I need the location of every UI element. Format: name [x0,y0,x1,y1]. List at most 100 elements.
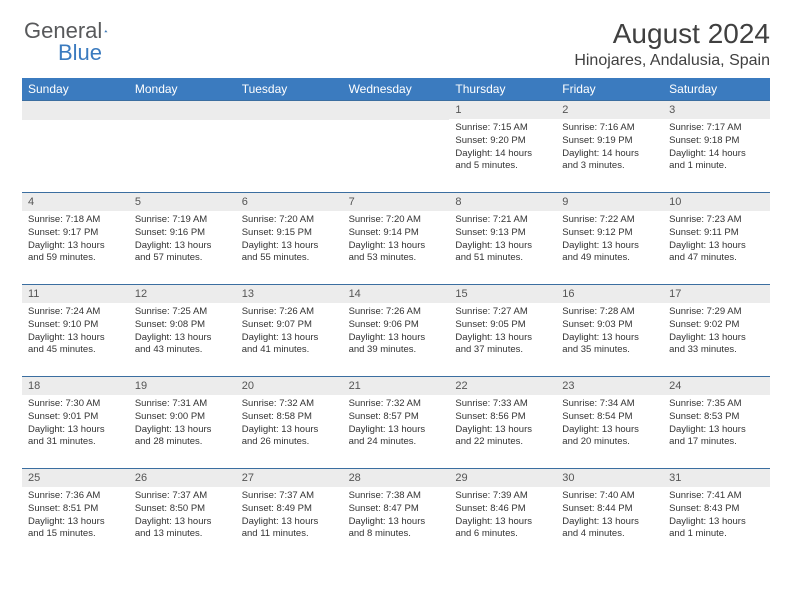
day-detail: Sunrise: 7:40 AMSunset: 8:44 PMDaylight:… [556,487,663,545]
calendar-cell: 28Sunrise: 7:38 AMSunset: 8:47 PMDayligh… [343,468,450,560]
daynum-empty [236,101,343,120]
calendar-cell: 1Sunrise: 7:15 AMSunset: 9:20 PMDaylight… [449,100,556,192]
calendar-cell: 3Sunrise: 7:17 AMSunset: 9:18 PMDaylight… [663,100,770,192]
daynum: 3 [663,101,770,119]
daynum: 14 [343,285,450,303]
calendar-cell: 30Sunrise: 7:40 AMSunset: 8:44 PMDayligh… [556,468,663,560]
day-detail: Sunrise: 7:15 AMSunset: 9:20 PMDaylight:… [449,119,556,177]
calendar-cell: 9Sunrise: 7:22 AMSunset: 9:12 PMDaylight… [556,192,663,284]
day-detail: Sunrise: 7:23 AMSunset: 9:11 PMDaylight:… [663,211,770,269]
calendar-cell: 8Sunrise: 7:21 AMSunset: 9:13 PMDaylight… [449,192,556,284]
day-detail: Sunrise: 7:33 AMSunset: 8:56 PMDaylight:… [449,395,556,453]
day-detail: Sunrise: 7:18 AMSunset: 9:17 PMDaylight:… [22,211,129,269]
daynum: 23 [556,377,663,395]
day-detail: Sunrise: 7:19 AMSunset: 9:16 PMDaylight:… [129,211,236,269]
calendar-cell: 14Sunrise: 7:26 AMSunset: 9:06 PMDayligh… [343,284,450,376]
daynum: 17 [663,285,770,303]
day-detail: Sunrise: 7:32 AMSunset: 8:58 PMDaylight:… [236,395,343,453]
weekday-fri: Friday [556,78,663,100]
calendar-cell: 24Sunrise: 7:35 AMSunset: 8:53 PMDayligh… [663,376,770,468]
daynum: 13 [236,285,343,303]
calendar-cell: 31Sunrise: 7:41 AMSunset: 8:43 PMDayligh… [663,468,770,560]
daynum: 5 [129,193,236,211]
daynum: 1 [449,101,556,119]
daynum: 9 [556,193,663,211]
calendar-cell: 26Sunrise: 7:37 AMSunset: 8:50 PMDayligh… [129,468,236,560]
day-detail: Sunrise: 7:22 AMSunset: 9:12 PMDaylight:… [556,211,663,269]
day-detail: Sunrise: 7:25 AMSunset: 9:08 PMDaylight:… [129,303,236,361]
weekday-tue: Tuesday [236,78,343,100]
daynum: 20 [236,377,343,395]
calendar-cell: 20Sunrise: 7:32 AMSunset: 8:58 PMDayligh… [236,376,343,468]
calendar-body: 1Sunrise: 7:15 AMSunset: 9:20 PMDaylight… [22,100,770,560]
calendar-cell: 6Sunrise: 7:20 AMSunset: 9:15 PMDaylight… [236,192,343,284]
location: Hinojares, Andalusia, Spain [574,52,770,70]
day-detail: Sunrise: 7:16 AMSunset: 9:19 PMDaylight:… [556,119,663,177]
calendar-cell [129,100,236,192]
daynum: 12 [129,285,236,303]
day-detail: Sunrise: 7:35 AMSunset: 8:53 PMDaylight:… [663,395,770,453]
daynum: 10 [663,193,770,211]
calendar-cell: 29Sunrise: 7:39 AMSunset: 8:46 PMDayligh… [449,468,556,560]
calendar-cell: 27Sunrise: 7:37 AMSunset: 8:49 PMDayligh… [236,468,343,560]
daynum: 31 [663,469,770,487]
day-detail: Sunrise: 7:38 AMSunset: 8:47 PMDaylight:… [343,487,450,545]
daynum: 26 [129,469,236,487]
logo-sail-icon [104,22,108,40]
day-detail: Sunrise: 7:26 AMSunset: 9:07 PMDaylight:… [236,303,343,361]
daynum: 4 [22,193,129,211]
day-detail: Sunrise: 7:24 AMSunset: 9:10 PMDaylight:… [22,303,129,361]
day-detail: Sunrise: 7:31 AMSunset: 9:00 PMDaylight:… [129,395,236,453]
calendar-cell [343,100,450,192]
day-detail: Sunrise: 7:28 AMSunset: 9:03 PMDaylight:… [556,303,663,361]
weekday-thu: Thursday [449,78,556,100]
day-detail: Sunrise: 7:26 AMSunset: 9:06 PMDaylight:… [343,303,450,361]
daynum-empty [343,101,450,120]
day-detail: Sunrise: 7:20 AMSunset: 9:14 PMDaylight:… [343,211,450,269]
daynum-empty [22,101,129,120]
daynum: 18 [22,377,129,395]
calendar-cell: 18Sunrise: 7:30 AMSunset: 9:01 PMDayligh… [22,376,129,468]
daynum: 27 [236,469,343,487]
daynum: 2 [556,101,663,119]
calendar-cell: 7Sunrise: 7:20 AMSunset: 9:14 PMDaylight… [343,192,450,284]
header: General August 2024 Hinojares, Andalusia… [22,18,770,70]
calendar-cell: 22Sunrise: 7:33 AMSunset: 8:56 PMDayligh… [449,376,556,468]
day-detail: Sunrise: 7:17 AMSunset: 9:18 PMDaylight:… [663,119,770,177]
calendar-cell: 13Sunrise: 7:26 AMSunset: 9:07 PMDayligh… [236,284,343,376]
day-detail: Sunrise: 7:34 AMSunset: 8:54 PMDaylight:… [556,395,663,453]
daynum: 22 [449,377,556,395]
calendar-cell: 2Sunrise: 7:16 AMSunset: 9:19 PMDaylight… [556,100,663,192]
calendar-cell: 5Sunrise: 7:19 AMSunset: 9:16 PMDaylight… [129,192,236,284]
daynum: 15 [449,285,556,303]
daynum: 30 [556,469,663,487]
daynum: 8 [449,193,556,211]
logo-text-blue: Blue [58,40,102,66]
day-detail: Sunrise: 7:27 AMSunset: 9:05 PMDaylight:… [449,303,556,361]
calendar-cell: 12Sunrise: 7:25 AMSunset: 9:08 PMDayligh… [129,284,236,376]
day-detail: Sunrise: 7:29 AMSunset: 9:02 PMDaylight:… [663,303,770,361]
calendar-cell: 4Sunrise: 7:18 AMSunset: 9:17 PMDaylight… [22,192,129,284]
day-detail: Sunrise: 7:37 AMSunset: 8:50 PMDaylight:… [129,487,236,545]
daynum: 19 [129,377,236,395]
day-detail: Sunrise: 7:30 AMSunset: 9:01 PMDaylight:… [22,395,129,453]
calendar-cell [22,100,129,192]
calendar-cell: 15Sunrise: 7:27 AMSunset: 9:05 PMDayligh… [449,284,556,376]
daynum: 16 [556,285,663,303]
daynum: 21 [343,377,450,395]
calendar-cell: 19Sunrise: 7:31 AMSunset: 9:00 PMDayligh… [129,376,236,468]
calendar-cell: 25Sunrise: 7:36 AMSunset: 8:51 PMDayligh… [22,468,129,560]
calendar-cell: 11Sunrise: 7:24 AMSunset: 9:10 PMDayligh… [22,284,129,376]
day-detail: Sunrise: 7:36 AMSunset: 8:51 PMDaylight:… [22,487,129,545]
calendar-cell: 23Sunrise: 7:34 AMSunset: 8:54 PMDayligh… [556,376,663,468]
weekday-mon: Monday [129,78,236,100]
daynum: 7 [343,193,450,211]
day-detail: Sunrise: 7:21 AMSunset: 9:13 PMDaylight:… [449,211,556,269]
calendar-weekday-header: Sunday Monday Tuesday Wednesday Thursday… [22,78,770,100]
daynum: 11 [22,285,129,303]
daynum-empty [129,101,236,120]
daynum: 6 [236,193,343,211]
month-title: August 2024 [574,18,770,50]
calendar-cell: 17Sunrise: 7:29 AMSunset: 9:02 PMDayligh… [663,284,770,376]
day-detail: Sunrise: 7:41 AMSunset: 8:43 PMDaylight:… [663,487,770,545]
